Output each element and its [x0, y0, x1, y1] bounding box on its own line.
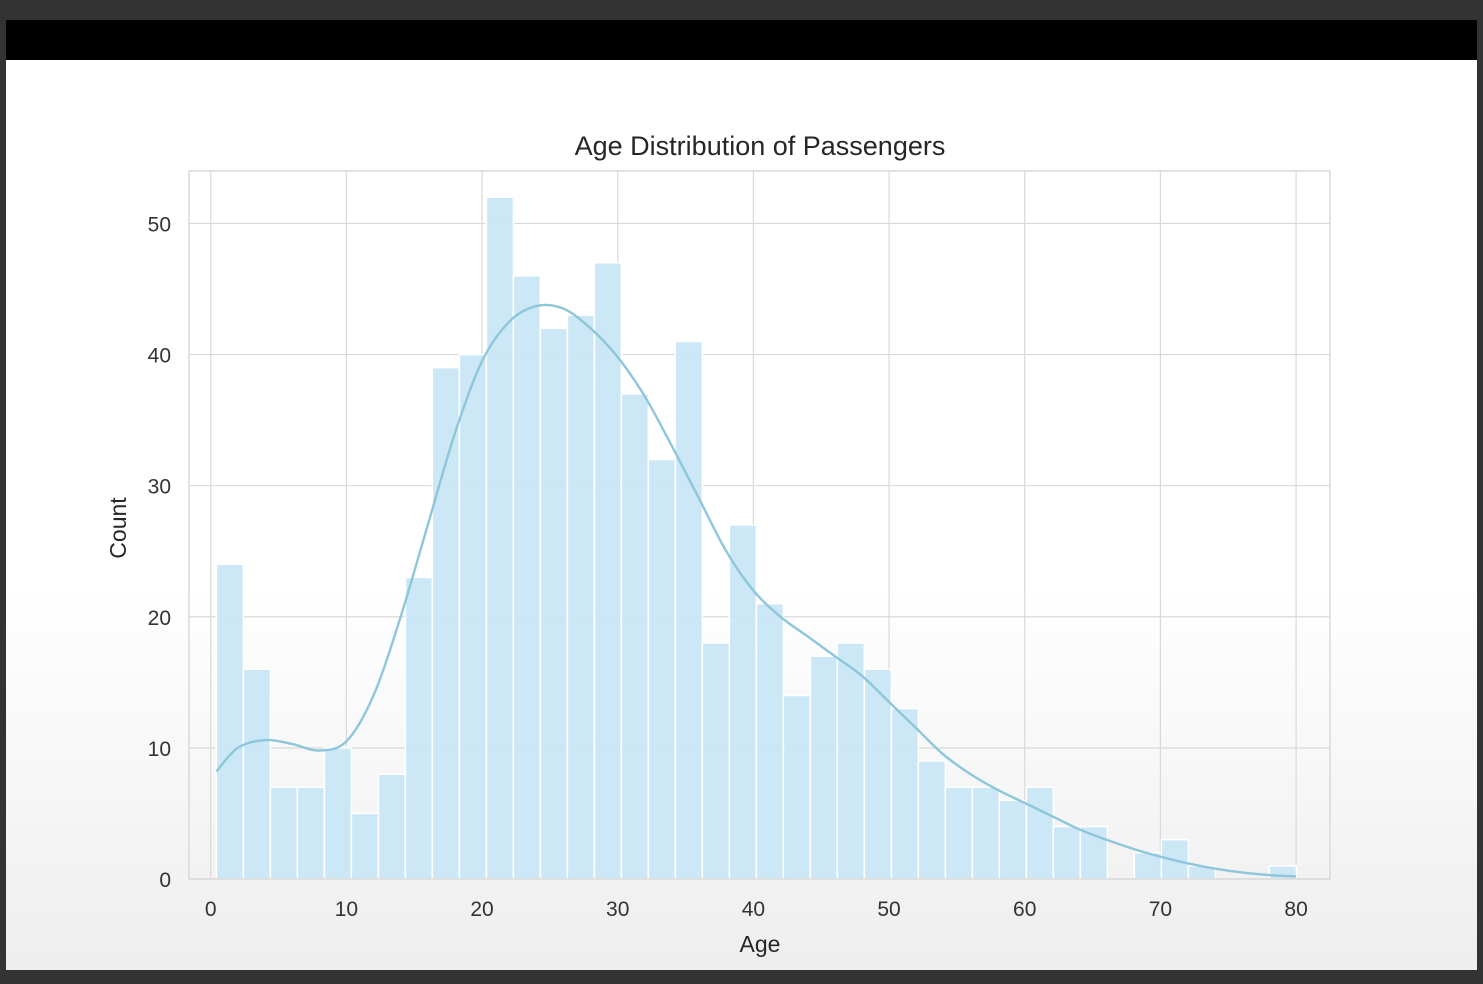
y-tick-label-0: 0 [159, 869, 171, 892]
y-axis-label: Count [105, 497, 131, 559]
x-tick-label-40: 40 [742, 898, 765, 921]
histogram-bar-17 [674, 340, 704, 880]
x-tick-label-10: 10 [335, 898, 358, 921]
histogram-bar-15 [620, 393, 650, 880]
kde-curve [215, 303, 1297, 878]
x-tick-label-50: 50 [877, 898, 900, 921]
x-tick-label-20: 20 [470, 898, 493, 921]
histogram-bar-18 [701, 642, 731, 880]
x-tick-label-80: 80 [1284, 898, 1307, 921]
histogram-bar-9 [458, 353, 488, 880]
x-axis-label: Age [740, 931, 781, 957]
histogram-bar-26 [917, 760, 947, 880]
histogram-bar-20 [755, 602, 785, 880]
histogram-bar-11 [512, 275, 542, 880]
histogram-bar-3 [296, 786, 326, 880]
y-tick-label-50: 50 [148, 213, 171, 236]
histogram-bar-13 [566, 314, 596, 880]
y-tick-label-30: 30 [148, 476, 171, 499]
histogram-bar-16 [647, 458, 677, 880]
ticks-layer: 0 10 20 30 40 50 60 70 80 0 10 20 30 40 50 [148, 213, 1308, 921]
y-tick-label-10: 10 [148, 738, 171, 761]
top-black-bar [6, 20, 1477, 60]
histogram-bar-4 [323, 747, 353, 880]
kde-layer [215, 303, 1297, 878]
histogram-bar-10 [485, 196, 515, 880]
x-tick-label-70: 70 [1149, 898, 1172, 921]
histogram-bar-23 [836, 642, 866, 880]
x-tick-label-30: 30 [606, 898, 629, 921]
bars-layer [215, 196, 1298, 880]
histogram-bar-22 [809, 655, 839, 880]
histogram-bar-29 [998, 799, 1028, 880]
histogram-bar-25 [890, 707, 920, 880]
y-tick-label-40: 40 [148, 345, 171, 368]
histogram-bar-8 [431, 366, 461, 880]
histogram-bar-21 [782, 694, 812, 880]
histogram-bar-34 [1133, 852, 1163, 880]
histogram-bar-27 [944, 786, 974, 880]
histogram-bar-28 [971, 786, 1001, 880]
y-tick-label-20: 20 [148, 607, 171, 630]
histogram-bar-12 [539, 327, 569, 880]
histogram-bar-5 [350, 812, 380, 880]
histogram-bar-31 [1052, 825, 1082, 880]
histogram-bar-30 [1025, 786, 1055, 880]
chart-title: Age Distribution of Passengers [575, 131, 946, 161]
plot-frame [188, 170, 1331, 880]
histogram-bar-7 [404, 576, 434, 880]
histogram-bar-0 [215, 563, 245, 880]
x-tick-label-60: 60 [1013, 898, 1036, 921]
histogram-bar-24 [863, 668, 893, 880]
histogram-bar-2 [269, 786, 299, 880]
frame-layer [188, 170, 1331, 880]
histogram-bar-1 [242, 668, 272, 880]
histogram-bar-32 [1079, 825, 1109, 880]
x-tick-label-0: 0 [205, 898, 217, 921]
histogram-bar-6 [377, 773, 407, 880]
